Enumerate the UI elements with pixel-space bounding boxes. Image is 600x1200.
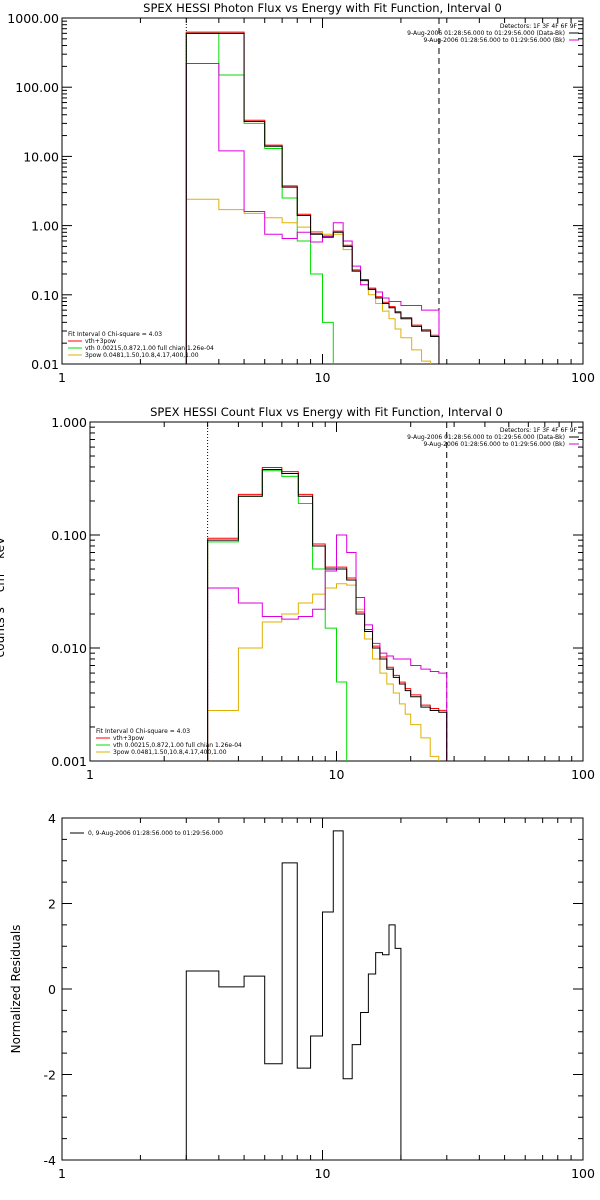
chart-panel-2: SPEX HESSI Count Flux vs Energy with Fit… xyxy=(0,405,595,782)
y-tick-label: 0.010 xyxy=(51,641,87,656)
legend-top-entry: Detectors: 1F 3F 4F 6F 9F xyxy=(500,427,578,434)
y-tick-label: 1.000 xyxy=(51,415,87,430)
y-tick-label: 0.01 xyxy=(31,357,59,372)
x-tick-label: 10 xyxy=(315,370,331,385)
x-tick-label: 100 xyxy=(571,767,595,782)
series-line-4 xyxy=(207,534,448,761)
chart-panel-1: SPEX HESSI Photon Flux vs Energy with Fi… xyxy=(7,1,595,385)
legend-top-entry: Detectors: 1F 3F 4F 6F 9F xyxy=(500,23,578,30)
series-group xyxy=(207,467,448,761)
y-tick-label: 0 xyxy=(48,982,56,997)
x-tick-label: 1 xyxy=(58,370,66,385)
series-line-1 xyxy=(207,468,448,761)
series-line-2 xyxy=(185,32,334,364)
y-tick-label: 0.10 xyxy=(31,288,59,303)
y-tick-label: 10.00 xyxy=(23,149,59,164)
legend-top-entry: 9-Aug-2006 01:28:56.000 to 01:29:56.000 … xyxy=(407,30,565,37)
y-tick-label: 4 xyxy=(48,811,56,826)
y-tick-label: 100.00 xyxy=(15,80,59,95)
series-line-3 xyxy=(207,583,440,761)
y-tick-label: -4 xyxy=(44,1153,57,1168)
legend-top-entry: 9-Aug-2006 01:28:56.000 to 01:29:56.000 … xyxy=(407,434,565,441)
residual-histogram xyxy=(185,830,402,1160)
legend-bottom-entry: Fit Interval 0 Chi-square = 4.03 xyxy=(96,728,190,735)
y-tick-label: -2 xyxy=(44,1068,56,1083)
x-tick-label: 1 xyxy=(86,767,94,782)
y-tick-label: 2 xyxy=(48,897,56,912)
y-tick-label: 1.00 xyxy=(31,219,59,234)
series-line-1 xyxy=(185,32,440,364)
legend-bottom-entry: Fit Interval 0 Chi-square = 4.03 xyxy=(68,331,162,338)
y-axis-label: Normalized Residuals xyxy=(9,925,23,1054)
x-tick-label: 10 xyxy=(329,767,345,782)
legend-bottom-entry: 3pow 0.0481,1.50,10.8,4.17,400,1.00 xyxy=(113,749,227,756)
x-tick-label: 100 xyxy=(571,370,595,385)
series-line-3 xyxy=(185,198,432,364)
series-group xyxy=(185,31,440,364)
legend-bottom-entry: vth+3pow xyxy=(85,338,116,345)
legend-top-entry: 9-Aug-2006 01:28:56.000 to 01:29:56.000 … xyxy=(423,441,565,448)
legend-bottom-entry: vth+3pow xyxy=(113,735,144,742)
x-tick-label: 10 xyxy=(315,1166,331,1181)
y-tick-label: 0.100 xyxy=(51,528,87,543)
legend-bottom-entry: vth 0.00215,0.872,1.00 full chian 1.26e-… xyxy=(113,742,242,749)
y-axis-label: counts s⁻¹ cm⁻² keV⁻¹ xyxy=(0,525,7,657)
y-tick-label: 0.001 xyxy=(51,754,87,769)
chart-panel-3: Normalized Residuals 1 10 100 4 2 0 -2 -4 0, 9-Au… xyxy=(9,811,595,1181)
legend-entry: 0, 9-Aug-2006 01:28:56.000 to 01:29:56.0… xyxy=(88,830,223,837)
chart-title: SPEX HESSI Photon Flux vs Energy with Fi… xyxy=(143,1,502,15)
legend-bottom-entry: vth 0.00215,0.872,1.00 full chian 1.26e-… xyxy=(85,345,214,352)
legend-top-entry: 9-Aug-2006 01:28:56.000 to 01:29:56.000 … xyxy=(423,37,565,44)
chart-title: SPEX HESSI Count Flux vs Energy with Fit… xyxy=(150,405,503,419)
legend-bottom-entry: 3pow 0.0481,1.50,10.8,4.17,400,1.00 xyxy=(85,352,199,359)
x-tick-label: 1 xyxy=(58,1166,66,1181)
x-tick-label: 100 xyxy=(571,1166,595,1181)
plot-frame xyxy=(89,421,584,762)
series-line-4 xyxy=(185,63,440,364)
series-group xyxy=(185,830,402,1160)
y-tick-label: 1000.00 xyxy=(7,11,59,26)
